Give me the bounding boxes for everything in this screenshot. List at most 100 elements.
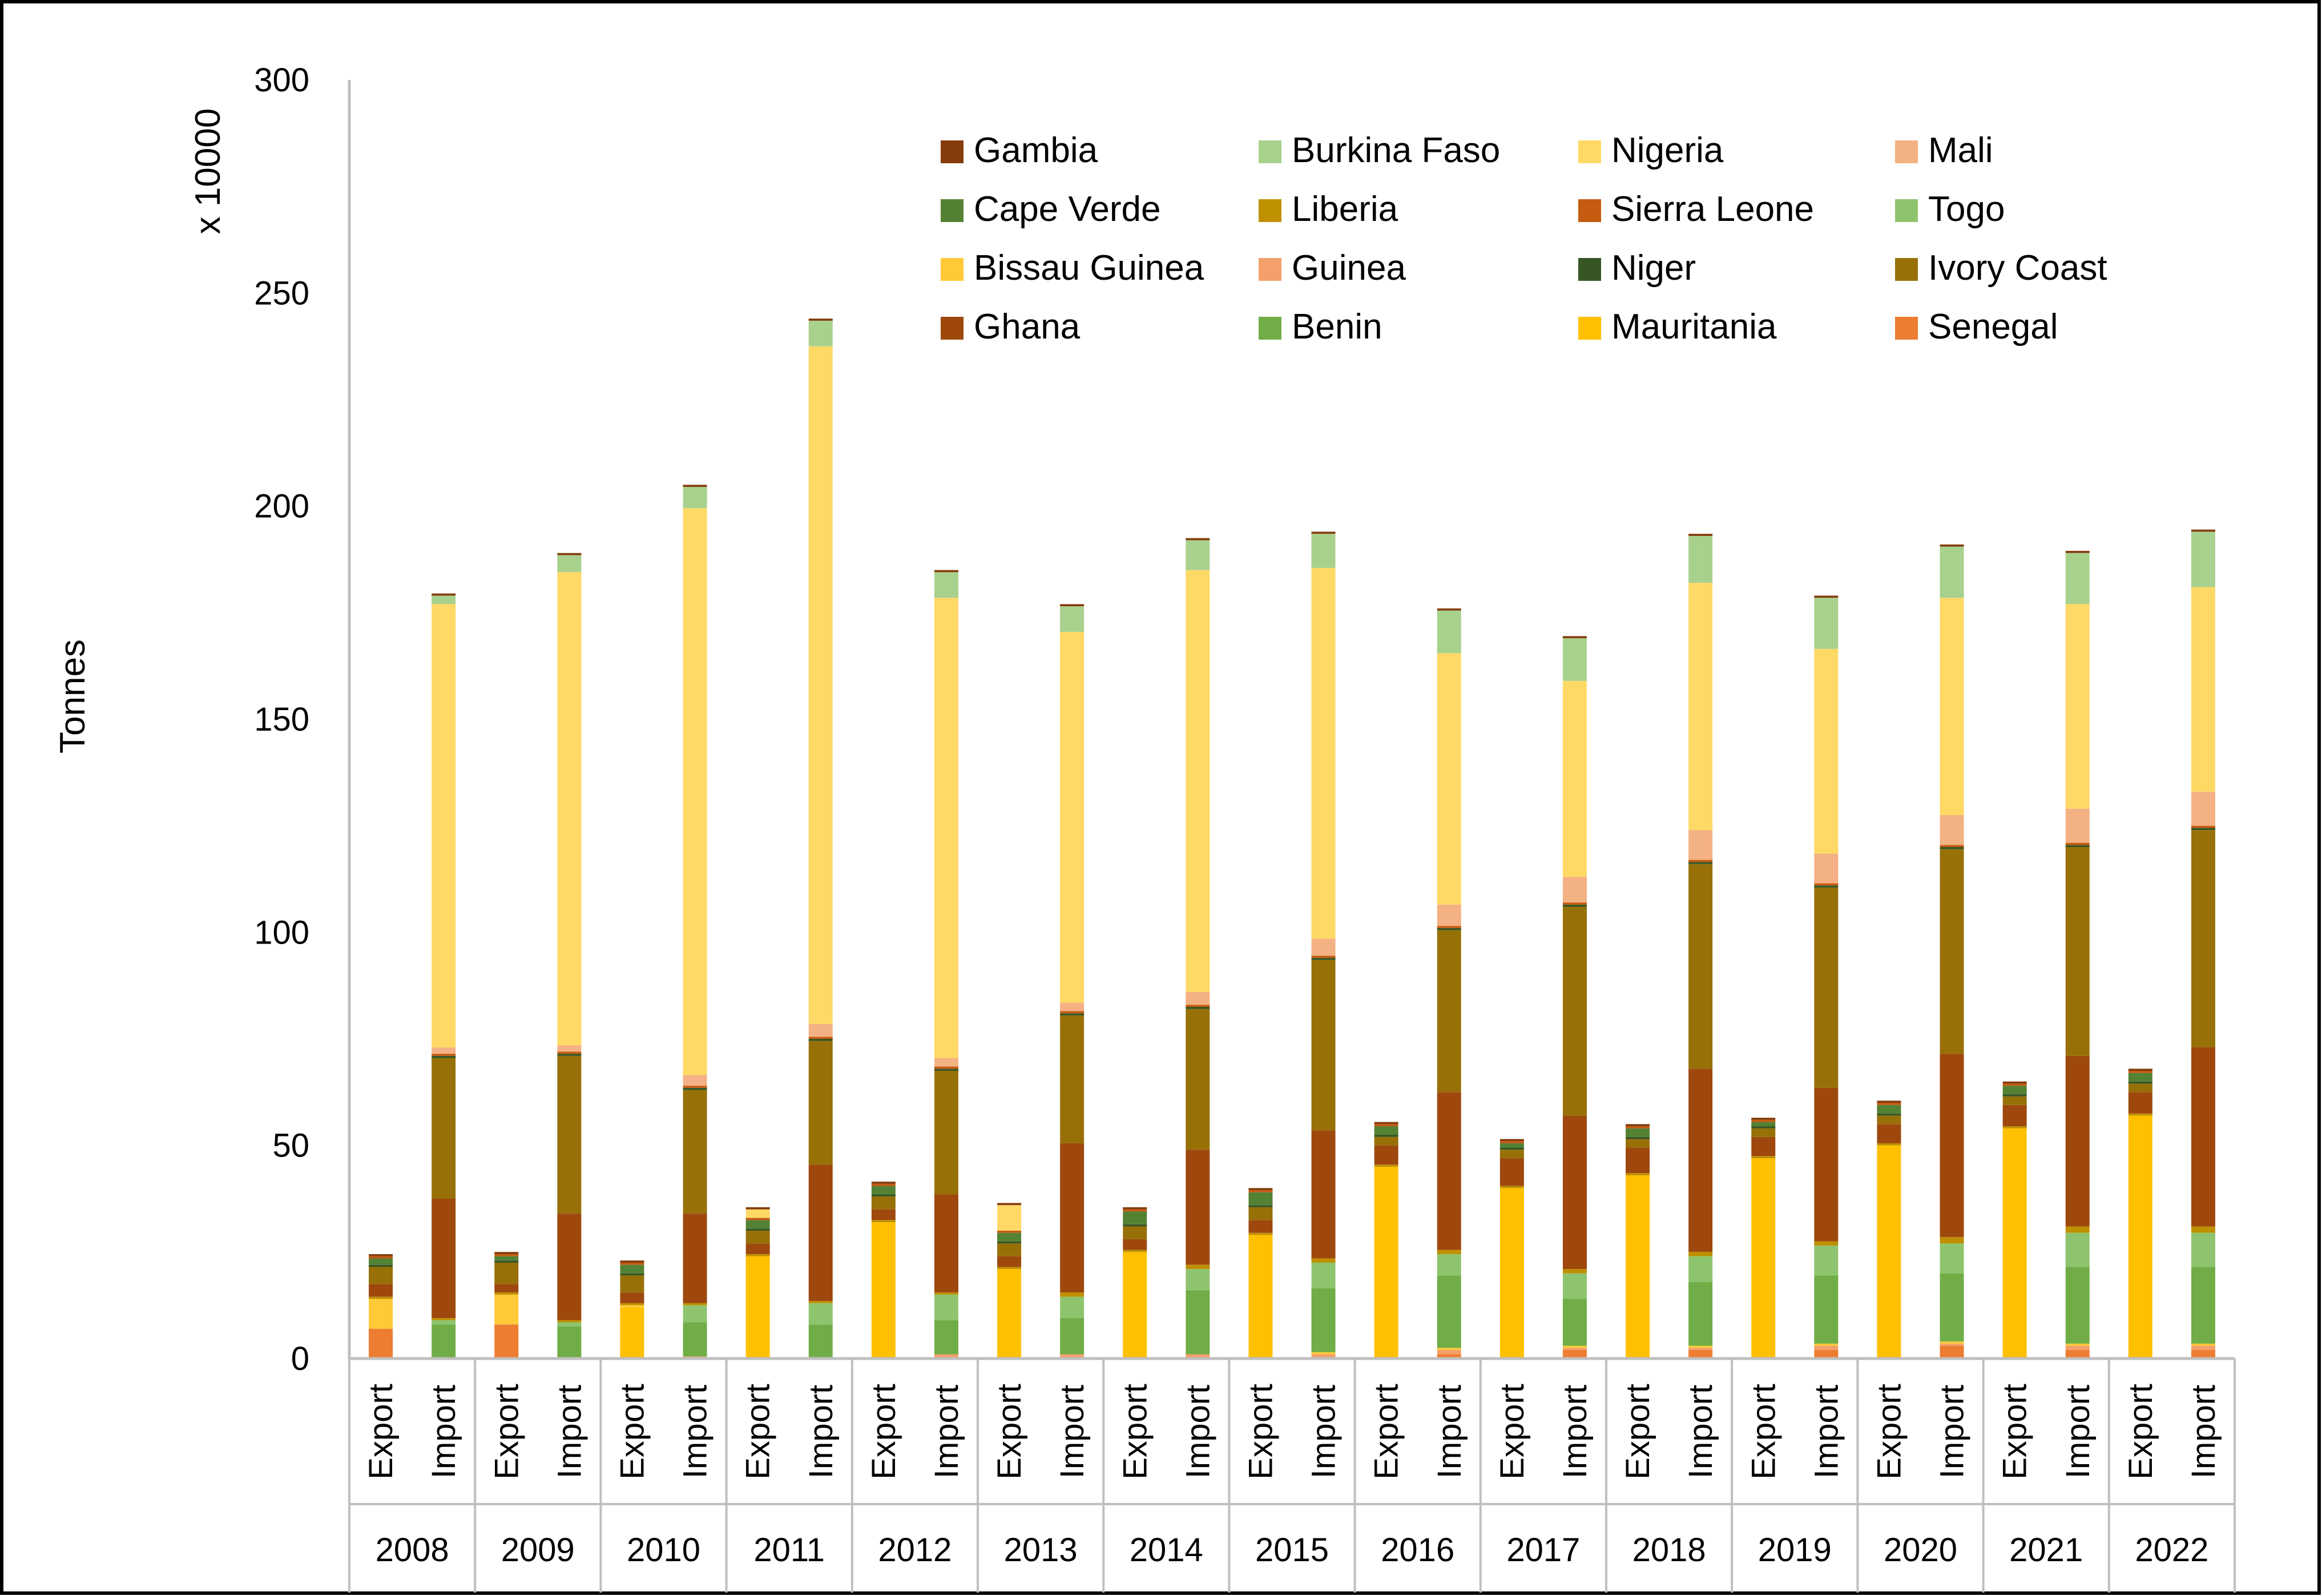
x-year-label-2022: 2022 <box>2135 1531 2208 1569</box>
bar-segment-guinea-import-2015 <box>1311 1354 1336 1359</box>
bar-segment-ghana-import-2008 <box>432 1199 456 1319</box>
bar-segment-niger-export-2022 <box>2128 1081 2152 1084</box>
bar-segment-gambia-import-2019 <box>1814 595 1839 598</box>
bar-segment-mali-import-2011 <box>808 1023 833 1037</box>
bar-segment-liberia-import-2020 <box>1940 1237 1964 1244</box>
bar-segment-mauritania-export-2018 <box>1626 1175 1650 1359</box>
bar-segment-gambia-export-2020 <box>1877 1101 1901 1103</box>
bar-segment-nigeria-import-2009 <box>557 572 582 1046</box>
x-flow-label-export-2016: Export <box>1368 1384 1405 1480</box>
bar-segment-ghana-export-2008 <box>369 1284 393 1297</box>
bar-segment-mali-import-2022 <box>2191 791 2215 826</box>
bar-segment-cape-verde-export-2019 <box>1751 1122 1776 1127</box>
bar-segment-nigeria-import-2017 <box>1562 680 1587 877</box>
bar-segment-liberia-import-2017 <box>1562 1269 1587 1273</box>
bar-segment-mauritania-export-2012 <box>871 1222 896 1359</box>
bar-segment-cape-verde-export-2022 <box>2128 1073 2152 1082</box>
bar-segment-ivory-coast-import-2021 <box>2065 847 2090 1056</box>
x-flow-label-import-2016: Import <box>1431 1385 1468 1478</box>
bar-segment-ivory-coast-import-2022 <box>2191 830 2215 1047</box>
bar-segment-niger-export-2019 <box>1751 1126 1776 1129</box>
bar-segment-niger-import-2019 <box>1814 885 1839 888</box>
legend-swatch-togo <box>1895 199 1918 222</box>
x-year-label-2018: 2018 <box>1632 1531 1706 1569</box>
bar-segment-togo-import-2013 <box>1060 1296 1085 1319</box>
bar-segment-gambia-export-2016 <box>1374 1122 1398 1125</box>
x-year-label-2013: 2013 <box>1004 1531 1078 1569</box>
bar-segment-burkina-faso-import-2009 <box>557 555 582 573</box>
bar-segment-niger-import-2016 <box>1437 928 1461 930</box>
bar-segment-sierra-leone-import-2010 <box>683 1086 707 1088</box>
bar-segment-mali-import-2017 <box>1562 877 1587 903</box>
legend-swatch-liberia <box>1259 199 1281 222</box>
bar-segment-bissau-guinea-import-2015 <box>1311 1352 1336 1355</box>
bar-segment-senegal-import-2017 <box>1562 1350 1587 1359</box>
bar-segment-ivory-coast-export-2013 <box>997 1243 1022 1256</box>
bar-segment-gambia-export-2019 <box>1751 1118 1776 1120</box>
bar-segment-ivory-coast-export-2017 <box>1499 1150 1524 1159</box>
bar-segment-benin-import-2019 <box>1814 1275 1839 1344</box>
bar-segment-gambia-import-2018 <box>1688 534 1713 536</box>
bar-segment-ivory-coast-import-2012 <box>934 1071 958 1195</box>
bar-segment-gambia-import-2013 <box>1060 604 1085 607</box>
y-tick-label: 100 <box>254 914 309 951</box>
bar-segment-gambia-export-2015 <box>1248 1188 1273 1191</box>
bar-segment-mali-import-2014 <box>1186 992 1210 1005</box>
bar-segment-cape-verde-export-2015 <box>1248 1192 1273 1206</box>
legend-label-sierra-leone: Sierra Leone <box>1611 190 1814 229</box>
bar-segment-ivory-coast-export-2014 <box>1123 1226 1147 1239</box>
bar-segment-ivory-coast-export-2021 <box>2002 1096 2027 1105</box>
bar-segment-liberia-export-2017 <box>1499 1186 1524 1188</box>
bar-segment-cape-verde-export-2014 <box>1123 1211 1147 1224</box>
x-flow-label-import-2019: Import <box>1808 1385 1845 1478</box>
bar-segment-burkina-faso-import-2008 <box>432 595 456 604</box>
x-year-label-2020: 2020 <box>1884 1531 1957 1569</box>
x-flow-label-export-2008: Export <box>362 1384 400 1480</box>
bar-segment-burkina-faso-import-2016 <box>1437 610 1461 654</box>
bar-segment-ivory-coast-export-2010 <box>620 1275 644 1293</box>
x-flow-label-export-2009: Export <box>488 1384 525 1480</box>
legend-label-liberia: Liberia <box>1292 190 1398 229</box>
bar-segment-bissau-guinea-export-2008 <box>369 1299 393 1329</box>
bar-segment-sierra-leone-import-2019 <box>1814 883 1839 886</box>
bar-segment-benin-import-2017 <box>1562 1299 1587 1346</box>
bar-segment-sierra-leone-import-2021 <box>2065 843 2090 845</box>
legend-swatch-burkina-faso <box>1259 140 1281 163</box>
legend-label-bissau-guinea: Bissau Guinea <box>974 248 1204 288</box>
bar-segment-sierra-leone-import-2015 <box>1311 956 1336 958</box>
legend-label-ivory-coast: Ivory Coast <box>1928 248 2107 288</box>
bar-segment-gambia-import-2020 <box>1940 544 1964 547</box>
bar-segment-niger-export-2012 <box>871 1194 896 1197</box>
bar-segment-gambia-export-2010 <box>620 1260 644 1263</box>
x-year-label-2015: 2015 <box>1255 1531 1329 1569</box>
legend-swatch-cape-verde <box>941 199 964 222</box>
x-flow-label-import-2010: Import <box>677 1385 714 1478</box>
bar-segment-ghana-import-2014 <box>1186 1150 1210 1265</box>
bar-segment-mauritania-export-2021 <box>2002 1128 2027 1359</box>
bar-segment-mauritania-export-2019 <box>1751 1158 1776 1359</box>
bar-segment-burkina-faso-import-2015 <box>1311 534 1336 568</box>
bar-segment-gambia-import-2017 <box>1562 636 1587 639</box>
x-flow-label-export-2012: Export <box>865 1384 902 1480</box>
bar-segment-gambia-import-2009 <box>557 553 582 555</box>
bar-segment-niger-import-2008 <box>432 1055 456 1058</box>
bar-segment-mali-import-2013 <box>1060 1002 1085 1011</box>
bar-segment-burkina-faso-import-2014 <box>1186 540 1210 570</box>
bar-segment-sierra-leone-import-2022 <box>2191 825 2215 828</box>
bar-segment-sierra-leone-import-2009 <box>557 1051 582 1054</box>
bar-segment-gambia-import-2011 <box>808 319 833 321</box>
bar-segment-ivory-coast-import-2015 <box>1311 960 1336 1131</box>
bar-segment-togo-import-2021 <box>2065 1232 2090 1267</box>
bar-segment-guinea-import-2018 <box>1688 1348 1713 1351</box>
bar-segment-benin-import-2021 <box>2065 1267 2090 1344</box>
bar-segment-sierra-leone-import-2012 <box>934 1066 958 1069</box>
bar-segment-mauritania-export-2020 <box>1877 1145 1901 1359</box>
bar-segment-sierra-leone-import-2013 <box>1060 1011 1085 1014</box>
bar-segment-niger-export-2011 <box>745 1228 770 1231</box>
bar-segment-ghana-export-2010 <box>620 1292 644 1303</box>
bar-segment-liberia-import-2018 <box>1688 1252 1713 1256</box>
bar-segment-niger-import-2014 <box>1186 1007 1210 1009</box>
bar-segment-ghana-export-2021 <box>2002 1105 2027 1127</box>
x-flow-label-export-2014: Export <box>1116 1384 1154 1480</box>
